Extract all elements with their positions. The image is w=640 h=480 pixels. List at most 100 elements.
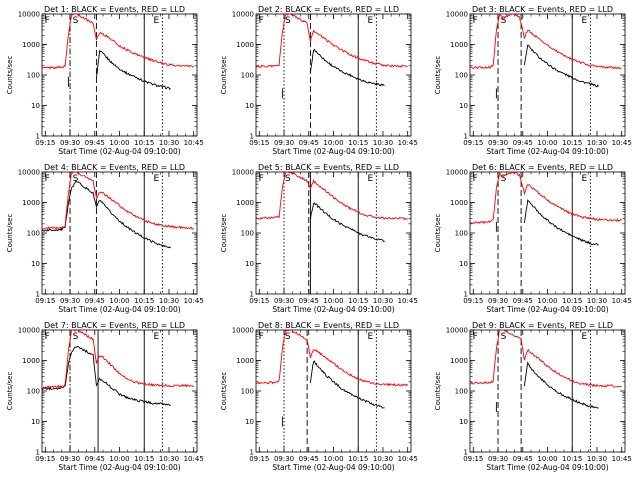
y-tick-label: 10: [245, 418, 254, 426]
plot-frame: [469, 329, 626, 453]
y-tick-label: 1000: [450, 41, 468, 49]
series-line-events: [309, 48, 385, 87]
x-tick-label: 09:45: [513, 455, 533, 463]
plot-area: [256, 330, 409, 427]
marker-label: F: [259, 332, 264, 342]
x-tick-label: 09:15: [249, 297, 269, 305]
series-line-lld: [256, 330, 409, 387]
marker-label: E: [367, 332, 373, 342]
plot-frame: [255, 171, 412, 295]
x-tick-label: 10:30: [373, 297, 393, 305]
y-tick-label: 10000: [232, 327, 254, 335]
y-tick-label: 1: [36, 133, 40, 141]
x-tick-label: 10:45: [612, 455, 632, 463]
marker-label: S: [285, 174, 291, 184]
x-tick-label: 10:15: [348, 455, 368, 463]
y-tick-label: 10000: [232, 169, 254, 177]
y-tick-label: 100: [455, 388, 468, 396]
plot-frame: [41, 171, 198, 295]
x-tick-label: 10:45: [612, 297, 632, 305]
x-tick-label: 10:15: [348, 139, 368, 147]
y-axis-label: Counts/sec: [6, 214, 14, 253]
x-tick-label: 10:00: [537, 455, 557, 463]
x-tick-label: 09:45: [85, 455, 105, 463]
x-tick-label: 10:00: [109, 297, 129, 305]
x-tick-label: 10:30: [587, 297, 607, 305]
x-tick-label: 10:45: [398, 139, 418, 147]
series-line-lld: [42, 14, 194, 70]
x-tick-label: 10:30: [159, 455, 179, 463]
plot-area: [470, 172, 623, 246]
y-tick-label: 10000: [446, 11, 468, 19]
marker-label: S: [501, 174, 507, 184]
x-tick-label: 09:15: [35, 297, 55, 305]
y-axis-label: Counts/sec: [220, 372, 228, 411]
x-tick-label: 10:00: [109, 139, 129, 147]
y-axis-label: Counts/sec: [220, 214, 228, 253]
x-tick-label: 09:45: [85, 139, 105, 147]
chart-title: Det 1: BLACK = Events, RED = LLD: [44, 5, 185, 14]
chart-title: Det 6: BLACK = Events, RED = LLD: [472, 163, 613, 172]
series-line-lld: [256, 172, 409, 221]
series-line-events: [95, 49, 171, 91]
marker-label: F: [473, 332, 478, 342]
y-axis-label: Counts/sec: [434, 214, 442, 253]
plot-frame: [255, 13, 412, 137]
marker-label: F: [45, 174, 50, 184]
series-line-lld: [42, 172, 195, 230]
chart-panel-4: Det 4: BLACK = Events, RED = LLD 1 10 100 10…: [6, 163, 204, 314]
plot-frame: [255, 329, 412, 453]
marker-label: E: [581, 16, 587, 26]
y-tick-label: 10: [31, 418, 40, 426]
x-tick-label: 09:45: [85, 297, 105, 305]
y-tick-label: 1000: [22, 199, 40, 207]
marker-label: S: [73, 332, 79, 342]
y-tick-label: 1: [464, 449, 468, 457]
x-axis-label: Start Time (02-Aug-04 09:10:00): [272, 305, 394, 314]
y-axis-label: Counts/sec: [434, 56, 442, 95]
plot-area: [256, 172, 409, 243]
series-line-events: [523, 199, 599, 246]
x-tick-label: 10:15: [562, 297, 582, 305]
x-tick-label: 09:30: [488, 455, 508, 463]
y-tick-label: 100: [455, 72, 468, 80]
series-line-events: [42, 346, 171, 407]
y-tick-label: 1: [36, 291, 40, 299]
chart-panel-5: Det 5: BLACK = Events, RED = LLD 1 10 100 10…: [220, 163, 418, 314]
x-tick-label: 10:15: [134, 297, 154, 305]
y-tick-label: 10: [459, 102, 468, 110]
y-tick-label: 1000: [450, 357, 468, 365]
x-tick-label: 09:15: [35, 455, 55, 463]
y-axis-label: Counts/sec: [6, 372, 14, 411]
y-tick-label: 1000: [450, 199, 468, 207]
x-tick-label: 10:15: [134, 455, 154, 463]
y-axis-label: Counts/sec: [434, 372, 442, 411]
marker-label: S: [73, 174, 79, 184]
x-axis-label: Start Time (02-Aug-04 09:10:00): [58, 147, 180, 156]
marker-label: F: [45, 16, 50, 26]
y-tick-label: 1: [250, 291, 254, 299]
x-tick-label: 09:45: [299, 139, 319, 147]
y-tick-label: 10000: [232, 11, 254, 19]
marker-label: E: [581, 332, 587, 342]
chart-panel-8: Det 8: BLACK = Events, RED = LLD 1 10 100 10…: [220, 321, 418, 472]
marker-label: E: [153, 174, 159, 184]
x-tick-label: 10:45: [612, 139, 632, 147]
chart-panel-6: Det 6: BLACK = Events, RED = LLD 1 10 100 10…: [434, 163, 632, 314]
marker-label: F: [473, 16, 478, 26]
x-tick-label: 10:30: [159, 139, 179, 147]
x-tick-label: 10:45: [184, 455, 204, 463]
marker-label: F: [259, 174, 264, 184]
y-tick-label: 10: [31, 102, 40, 110]
x-tick-label: 10:15: [134, 139, 154, 147]
chart-panel-1: Det 1: BLACK = Events, RED = LLD 1 10 100 10…: [6, 5, 204, 156]
x-tick-label: 10:30: [587, 455, 607, 463]
series-line-lld: [470, 330, 622, 388]
x-tick-label: 09:45: [299, 297, 319, 305]
x-axis-label: Start Time (02-Aug-04 09:10:00): [272, 147, 394, 156]
y-tick-label: 100: [27, 230, 40, 238]
plot-area: [42, 330, 195, 407]
series-line-lld: [42, 330, 195, 389]
chart-title: Det 2: BLACK = Events, RED = LLD: [258, 5, 399, 14]
y-axis-label: Counts/sec: [220, 56, 228, 95]
